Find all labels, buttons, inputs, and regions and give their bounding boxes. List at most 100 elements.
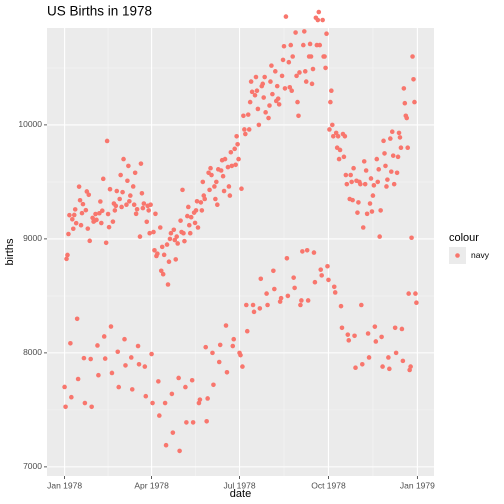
point xyxy=(163,442,169,448)
point xyxy=(171,227,177,233)
point xyxy=(279,73,285,79)
point xyxy=(182,238,187,244)
point xyxy=(308,54,314,59)
point xyxy=(243,131,248,137)
point xyxy=(67,212,72,218)
point xyxy=(367,201,373,206)
point xyxy=(358,181,363,187)
point xyxy=(121,156,126,162)
point xyxy=(152,247,157,253)
point xyxy=(157,413,162,418)
point xyxy=(390,153,396,158)
point xyxy=(225,164,231,170)
x-axis-title: date xyxy=(230,488,251,500)
point xyxy=(253,74,259,80)
point xyxy=(400,358,406,364)
point xyxy=(299,298,304,303)
point xyxy=(256,122,262,128)
point xyxy=(395,154,401,160)
point xyxy=(288,42,294,48)
point xyxy=(198,200,204,205)
point xyxy=(410,54,415,59)
point xyxy=(102,356,108,361)
point xyxy=(276,102,282,107)
point xyxy=(74,316,80,322)
point xyxy=(72,207,78,212)
y-axis-title: births xyxy=(4,238,16,265)
point xyxy=(242,127,247,132)
point xyxy=(65,252,70,258)
axes: 7000 8000 9000 10000 Jan 1978 Apr 1978 Jul 197… xyxy=(18,119,435,490)
point xyxy=(75,376,81,382)
point xyxy=(190,420,196,425)
legend-marker xyxy=(455,253,460,258)
point xyxy=(108,324,114,329)
point xyxy=(382,151,387,156)
point xyxy=(409,235,414,241)
point xyxy=(140,205,146,211)
point xyxy=(353,365,358,371)
point xyxy=(186,222,192,228)
point xyxy=(181,230,186,236)
point xyxy=(248,79,254,84)
point xyxy=(161,252,167,258)
point xyxy=(126,163,131,169)
point xyxy=(162,400,168,406)
point xyxy=(224,369,230,375)
point xyxy=(149,351,154,357)
point xyxy=(301,42,306,48)
point xyxy=(169,391,175,397)
point xyxy=(192,220,198,226)
point xyxy=(167,236,173,242)
point xyxy=(207,187,212,193)
point xyxy=(399,326,405,332)
point xyxy=(332,290,338,295)
point xyxy=(199,208,205,213)
point xyxy=(245,112,251,117)
panel xyxy=(47,28,434,476)
point xyxy=(155,251,160,257)
point xyxy=(383,163,388,169)
point xyxy=(255,106,261,112)
point xyxy=(113,203,119,209)
point xyxy=(404,115,410,121)
point xyxy=(220,173,226,179)
point xyxy=(274,83,280,89)
point xyxy=(165,282,171,287)
point xyxy=(98,199,103,204)
point xyxy=(159,244,165,250)
point xyxy=(295,99,300,105)
point xyxy=(85,226,91,231)
point xyxy=(226,184,232,189)
point xyxy=(69,394,74,400)
point xyxy=(348,172,353,178)
point xyxy=(356,200,361,205)
point xyxy=(268,79,273,84)
point xyxy=(216,359,222,365)
point xyxy=(210,350,215,356)
y-tick-label: 9000 xyxy=(23,233,42,243)
point xyxy=(350,197,355,203)
point xyxy=(106,224,112,230)
point xyxy=(114,188,120,194)
point xyxy=(310,66,316,72)
legend-title: colour xyxy=(449,232,479,244)
point xyxy=(197,397,203,402)
point xyxy=(289,88,295,93)
point xyxy=(349,179,354,185)
point xyxy=(215,202,220,207)
point xyxy=(260,81,266,87)
point xyxy=(375,179,381,185)
point xyxy=(326,277,331,283)
point xyxy=(68,341,73,346)
point xyxy=(100,176,106,182)
point xyxy=(388,169,394,174)
point xyxy=(298,302,303,308)
point xyxy=(177,448,182,454)
point xyxy=(115,349,121,355)
point xyxy=(193,208,199,213)
point xyxy=(272,69,278,74)
point xyxy=(318,267,324,272)
point xyxy=(414,300,419,306)
point xyxy=(112,208,118,213)
